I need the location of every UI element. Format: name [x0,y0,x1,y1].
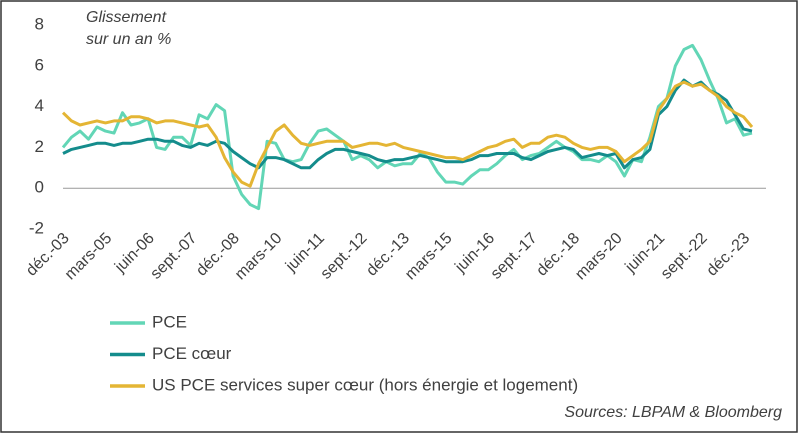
legend-label: PCE [152,312,187,331]
series-line [61,43,753,211]
source: Sources: LBPAM & Bloomberg [564,404,782,421]
y-tick-label: 6 [35,55,44,74]
y-tick-label: 8 [35,14,44,33]
y-tick-label: 4 [35,96,44,115]
series-line [62,78,753,170]
y-tick-label: 0 [35,178,44,197]
y-tick-label: 2 [35,137,44,156]
legend-label: US PCE services super cœur (hors énergie… [152,375,578,394]
annotation: Glissement [86,9,167,26]
y-tick-label: -2 [29,218,44,237]
legend-label: PCE cœur [152,344,232,363]
series-line [61,80,754,188]
annotation: sur un an % [86,31,171,48]
